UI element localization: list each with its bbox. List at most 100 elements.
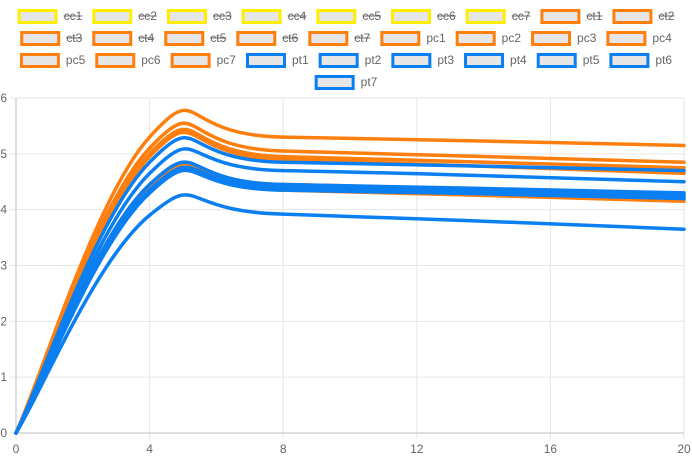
- legend-swatch: [308, 31, 349, 46]
- x-tick-label: 20: [677, 442, 691, 456]
- series-line-pt2: [14, 147, 686, 435]
- data-point-pt6: [148, 191, 152, 195]
- legend-swatch: [606, 31, 647, 46]
- legend-item-pc6[interactable]: pc6: [95, 53, 161, 68]
- x-tick-label: 0: [13, 442, 20, 456]
- y-tick-label: 1: [0, 370, 7, 384]
- data-point-pt6: [682, 196, 686, 201]
- legend-item-pc2[interactable]: pc2: [455, 31, 522, 46]
- data-point-pt2: [682, 180, 686, 184]
- data-point-pt7: [682, 227, 686, 231]
- legend-item-cc3[interactable]: cc3: [166, 9, 232, 24]
- legend-swatch: [391, 9, 432, 24]
- data-point-pc7: [682, 199, 686, 203]
- data-point-pc1: [148, 135, 152, 139]
- data-point-pt5: [281, 185, 285, 189]
- data-point-pt7: [14, 431, 18, 435]
- data-point-pc4: [281, 157, 285, 162]
- legend-item-cc7[interactable]: cc7: [465, 9, 531, 24]
- y-tick-label: 5: [0, 147, 7, 161]
- legend-label: pt4: [510, 53, 527, 67]
- data-point-pt2: [148, 171, 152, 175]
- data-point-pc3: [281, 155, 285, 159]
- data-point-pt7: [148, 213, 152, 217]
- legend-swatch: [464, 53, 505, 68]
- legend-swatch: [92, 9, 133, 24]
- legend-label: pc1: [426, 31, 446, 45]
- legend-item-pc3[interactable]: pc3: [531, 31, 597, 46]
- legend-label: pc4: [652, 31, 672, 45]
- legend-swatch: [236, 31, 277, 46]
- legend-label: pt5: [583, 53, 600, 67]
- data-point-pt4: [682, 194, 686, 198]
- legend-item-pc1[interactable]: pc1: [380, 31, 446, 46]
- data-point-pc2: [281, 149, 285, 153]
- legend-swatch: [95, 53, 136, 68]
- legend-item-ct4[interactable]: ct4: [92, 31, 155, 46]
- legend-label: pt1: [292, 53, 309, 67]
- legend-item-ct1[interactable]: ct1: [540, 9, 603, 24]
- legend-swatch: [609, 53, 650, 68]
- legend-label: pc2: [502, 31, 522, 45]
- legend-swatch: [241, 9, 282, 24]
- legend-item-cc1[interactable]: cc1: [17, 9, 83, 24]
- legend-label: pt7: [361, 75, 378, 89]
- legend-swatch: [166, 9, 207, 24]
- legend-item-pt3[interactable]: pt3: [391, 53, 455, 68]
- x-tick-label: 4: [146, 442, 153, 456]
- data-point-pt3: [682, 191, 686, 195]
- legend-label: pt3: [437, 53, 454, 67]
- data-point-pc3: [682, 166, 686, 170]
- legend-item-pt4[interactable]: pt4: [464, 53, 528, 68]
- x-tick-label: 12: [410, 442, 424, 456]
- legend-item-cc6[interactable]: cc6: [391, 9, 457, 24]
- legend-item-ct7[interactable]: ct7: [308, 31, 371, 46]
- data-point-pc4: [148, 155, 152, 159]
- data-point-pt6: [281, 188, 285, 192]
- legend-item-pc4[interactable]: pc4: [606, 31, 672, 46]
- legend-swatch: [531, 31, 572, 46]
- legend-item-ct5[interactable]: ct5: [164, 31, 227, 46]
- legend-label: pt2: [365, 53, 382, 67]
- legend-swatch: [17, 9, 58, 24]
- data-point-pc4: [682, 171, 686, 175]
- legend-item-pt2[interactable]: pt2: [318, 53, 382, 68]
- series-line-pc1: [14, 108, 686, 435]
- legend-item-ct2[interactable]: ct2: [612, 9, 675, 24]
- x-tick-label: 16: [544, 442, 558, 456]
- y-tick-label: 4: [0, 203, 7, 217]
- legend-swatch: [380, 31, 421, 46]
- data-point-pt1: [148, 160, 152, 164]
- series-lines: [14, 108, 686, 435]
- legend-swatch: [318, 53, 359, 68]
- legend-item-ct6[interactable]: ct6: [236, 31, 299, 46]
- legend-item-cc4[interactable]: cc4: [241, 9, 307, 24]
- legend-item-pc7[interactable]: pc7: [170, 53, 236, 68]
- legend-item-cc5[interactable]: cc5: [316, 9, 382, 24]
- legend-item-pt6[interactable]: pt6: [609, 53, 673, 68]
- legend: cc1 cc2 cc3 cc4 cc5 cc6 cc7 ct1 ct2 ct3 ct4 ct5 ct6 c…: [17, 9, 675, 90]
- legend-item-pt1[interactable]: pt1: [245, 53, 309, 68]
- x-tick-label: 8: [280, 442, 287, 456]
- grid: [10, 97, 685, 439]
- data-point-pt2: [281, 168, 285, 173]
- legend-item-pc5[interactable]: pc5: [19, 53, 86, 68]
- data-point-pc1: [281, 135, 285, 139]
- legend-item-pt7[interactable]: pt7: [314, 75, 378, 90]
- legend-swatch: [455, 31, 496, 46]
- legend-item-cc2[interactable]: cc2: [92, 9, 158, 24]
- legend-item-pt5[interactable]: pt5: [536, 53, 600, 68]
- data-point-pt3: [281, 182, 285, 187]
- legend-swatch: [391, 53, 432, 68]
- legend-swatch: [316, 9, 357, 24]
- legend-swatch: [92, 31, 133, 46]
- legend-swatch: [540, 9, 581, 24]
- legend-swatch: [164, 31, 205, 46]
- legend-label: pc5: [66, 53, 86, 67]
- data-point-pc2: [148, 146, 152, 150]
- legend-item-ct3[interactable]: ct3: [20, 31, 83, 46]
- data-point-pt7: [281, 212, 285, 216]
